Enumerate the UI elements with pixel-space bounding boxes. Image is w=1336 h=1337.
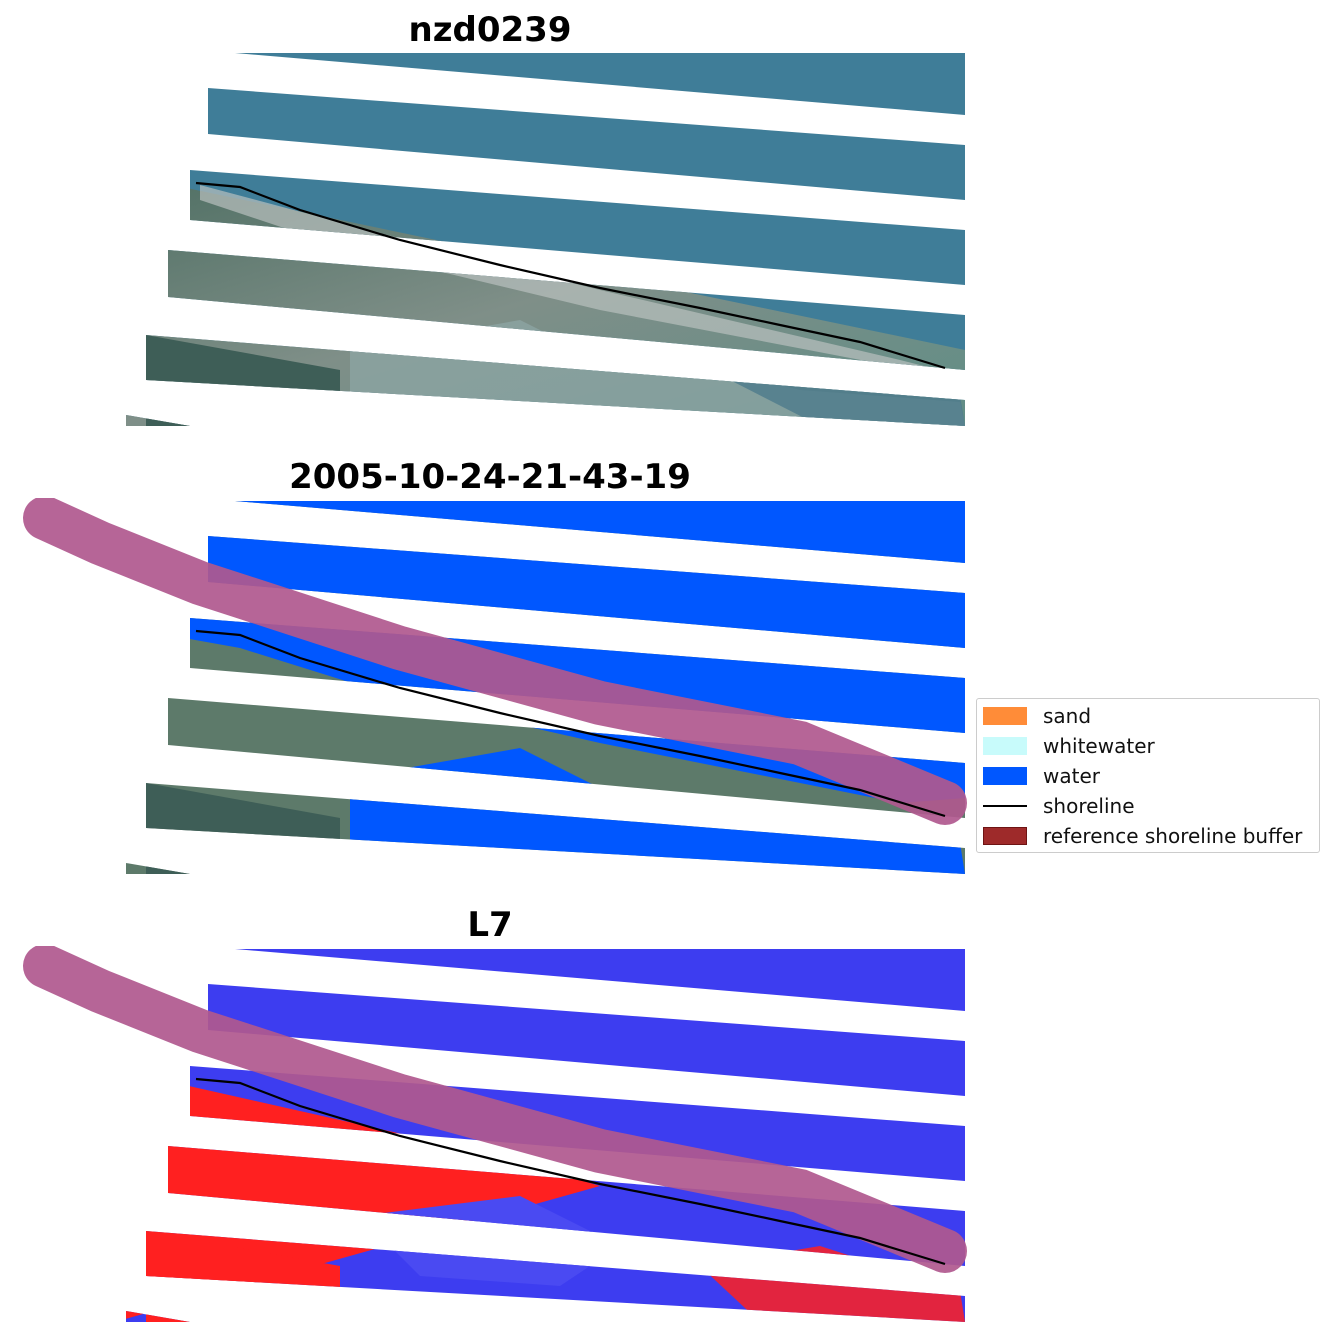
classification-image (23, 498, 967, 874)
shoreline-line-swatch (983, 805, 1027, 807)
legend-item-sand: sand (983, 702, 1091, 730)
shoreline-line (195, 181, 946, 370)
rgb-image-panel (0, 50, 980, 430)
legend-label-water: water (1043, 764, 1100, 788)
legend-item-whitewater: whitewater (983, 732, 1155, 760)
panel-title-rgb: nzd0239 (408, 10, 572, 50)
legend-item-water: water (983, 762, 1100, 790)
legend-label-whitewater: whitewater (1043, 734, 1155, 758)
rgb-satellite-image (126, 53, 965, 426)
legend-label-shoreline: shoreline (1043, 794, 1135, 818)
legend-label-reference-buffer: reference shoreline buffer (1043, 824, 1303, 848)
legend-label-sand: sand (1043, 704, 1092, 728)
index-panel (0, 946, 980, 1326)
classification-panel (0, 498, 980, 878)
legend-item-reference-buffer: reference shoreline buffer (983, 822, 1302, 850)
reference-buffer-swatch (983, 827, 1027, 845)
whitewater-swatch (983, 737, 1027, 755)
shoreline-line (195, 629, 946, 818)
legend-item-shoreline: shoreline (983, 792, 1135, 820)
reference-buffer (23, 498, 967, 825)
legend: sand whitewater water shoreline referenc… (976, 698, 1320, 853)
sand-swatch (983, 707, 1027, 725)
water-swatch (983, 767, 1027, 785)
reference-buffer (23, 946, 967, 1273)
shoreline-line (195, 1077, 946, 1266)
index-image (23, 946, 967, 1322)
panel-title-index: L7 (467, 905, 513, 945)
panel-title-classification: 2005-10-24-21-43-19 (289, 457, 691, 497)
